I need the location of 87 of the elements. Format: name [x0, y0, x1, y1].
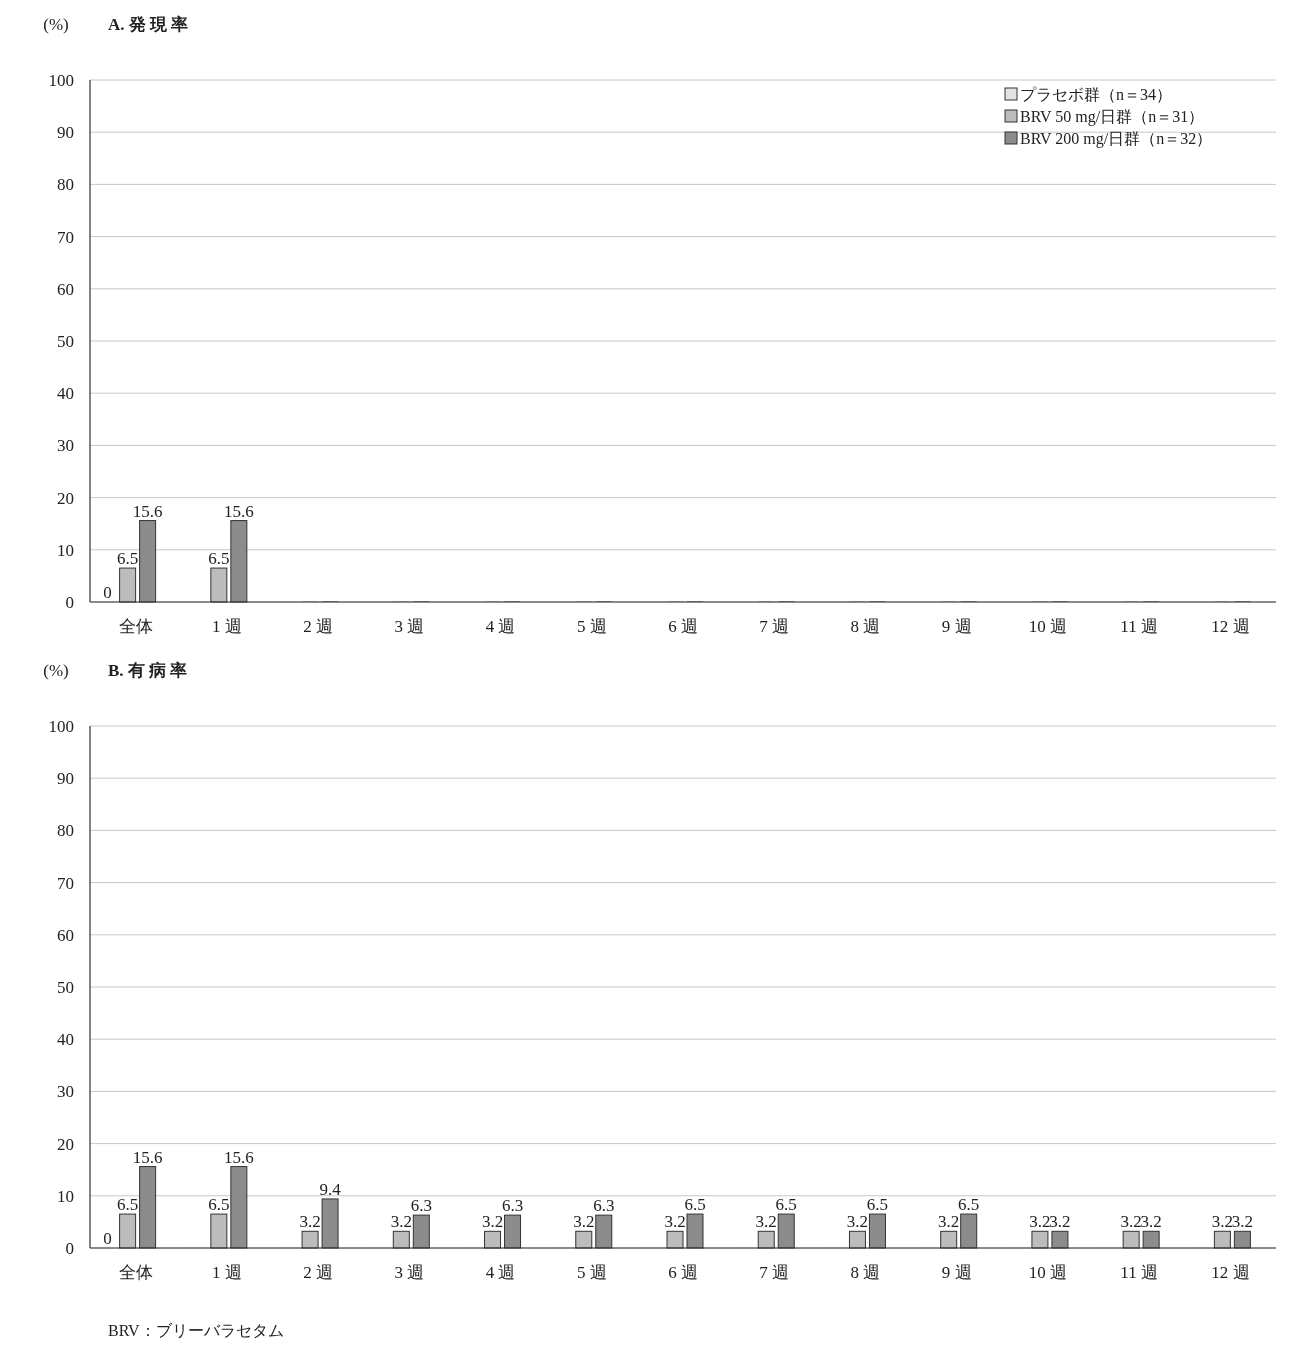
- y-tick-label: 90: [57, 123, 74, 143]
- x-tick-label: 2 週: [303, 617, 333, 636]
- data-label: 6.5: [116, 1195, 139, 1215]
- y-tick-label: 40: [57, 1030, 74, 1050]
- x-tick-label: 9 週: [941, 617, 972, 636]
- y-tick-label: 0: [65, 593, 74, 612]
- y-tick-label: 10: [57, 1186, 74, 1206]
- y-tick-label: 80: [57, 821, 74, 841]
- y-tick-label: 80: [57, 175, 74, 195]
- chart-title: A. 発 現 率: [108, 15, 189, 34]
- data-label: 3.2: [481, 1212, 504, 1232]
- y-tick-label: 50: [57, 978, 74, 997]
- y-tick-label: 10: [57, 540, 74, 560]
- data-label: 3.2: [1029, 1212, 1051, 1232]
- data-label: 3.2: [573, 1212, 595, 1232]
- data-label: 6.5: [775, 1195, 797, 1215]
- x-tick-label: 7 週: [759, 617, 790, 636]
- y-tick-label: 100: [48, 717, 74, 736]
- data-label: 3.2: [664, 1212, 686, 1232]
- y-tick-label: 70: [57, 227, 74, 247]
- data-label: 15.6: [223, 1147, 254, 1167]
- x-tick-label: 10 週: [1028, 1263, 1068, 1282]
- y-tick-label: 30: [57, 436, 74, 456]
- x-tick-label: 全体: [118, 617, 153, 636]
- data-label: 15.6: [223, 501, 254, 521]
- x-tick-label: 12 週: [1211, 1263, 1250, 1282]
- data-label: 6.5: [208, 1195, 230, 1215]
- legend-label: BRV 200 mg/日群（n＝32）: [1020, 130, 1213, 148]
- chart-title: B. 有 病 率: [108, 661, 188, 680]
- data-label: 3.2: [1140, 1212, 1162, 1232]
- data-label: 0: [103, 1229, 112, 1248]
- x-tick-label: 1 週: [211, 1263, 242, 1282]
- data-label: 3.2: [1049, 1212, 1071, 1232]
- x-tick-label: 4 週: [485, 617, 516, 636]
- data-label: 6.3: [593, 1196, 615, 1216]
- data-label: 9.4: [319, 1179, 342, 1199]
- y-tick-label: 90: [57, 769, 74, 789]
- y-axis-title: (%): [43, 15, 69, 34]
- data-label: 6.3: [501, 1196, 524, 1216]
- y-tick-label: 60: [57, 279, 74, 299]
- x-tick-label: 9 週: [941, 1263, 972, 1282]
- x-tick-label: 11 週: [1120, 1263, 1158, 1282]
- data-label: 3.2: [938, 1212, 960, 1232]
- data-label: 6.5: [958, 1195, 980, 1215]
- data-label: 15.6: [132, 501, 163, 521]
- data-label: 3.2: [1120, 1212, 1142, 1232]
- y-tick-label: 30: [57, 1082, 74, 1102]
- data-label: 6.3: [410, 1196, 432, 1216]
- x-tick-label: 5 週: [576, 617, 607, 636]
- legend-label: プラセボ群（n＝34）: [1020, 86, 1172, 103]
- data-label: 6.5: [866, 1195, 889, 1215]
- y-tick-label: 70: [57, 873, 74, 893]
- x-tick-label: 12 週: [1211, 617, 1250, 636]
- x-tick-label: 6 週: [668, 617, 698, 636]
- text: BRV：ブリーバラセタム: [108, 1322, 284, 1339]
- x-tick-label: 3 週: [394, 1263, 425, 1282]
- x-tick-label: 8 週: [850, 1263, 881, 1282]
- x-tick-label: 4 週: [485, 1263, 516, 1282]
- y-tick-label: 40: [57, 384, 74, 404]
- x-tick-label: 7 週: [759, 1263, 790, 1282]
- data-label: 3.2: [846, 1212, 869, 1232]
- x-tick-label: 8 週: [850, 617, 881, 636]
- data-label: 3.2: [755, 1212, 777, 1232]
- data-label: 3.2: [299, 1212, 321, 1232]
- y-tick-label: 20: [57, 1134, 74, 1154]
- x-tick-label: 10 週: [1028, 617, 1068, 636]
- x-tick-label: 5 週: [576, 1263, 607, 1282]
- data-label: 0: [103, 583, 112, 602]
- data-label: 15.6: [132, 1147, 163, 1167]
- y-tick-label: 60: [57, 925, 74, 945]
- data-label: 3.2: [1231, 1212, 1254, 1232]
- y-tick-label: 20: [57, 488, 74, 508]
- y-tick-label: 100: [48, 71, 74, 90]
- x-tick-label: 6 週: [668, 1263, 698, 1282]
- x-tick-label: 3 週: [394, 617, 425, 636]
- x-tick-label: 1 週: [211, 617, 242, 636]
- y-tick-label: 0: [65, 1239, 74, 1258]
- y-axis-title: (%): [43, 661, 69, 680]
- legend-label: BRV 50 mg/日群（n＝31）: [1020, 108, 1205, 126]
- y-tick-label: 50: [57, 332, 74, 351]
- data-label: 6.5: [208, 549, 230, 569]
- data-label: 6.5: [116, 549, 139, 569]
- x-tick-label: 11 週: [1120, 617, 1158, 636]
- x-tick-label: 2 週: [303, 1263, 333, 1282]
- data-label: 3.2: [390, 1212, 412, 1232]
- x-tick-label: 全体: [118, 1263, 153, 1282]
- data-label: 6.5: [684, 1195, 706, 1215]
